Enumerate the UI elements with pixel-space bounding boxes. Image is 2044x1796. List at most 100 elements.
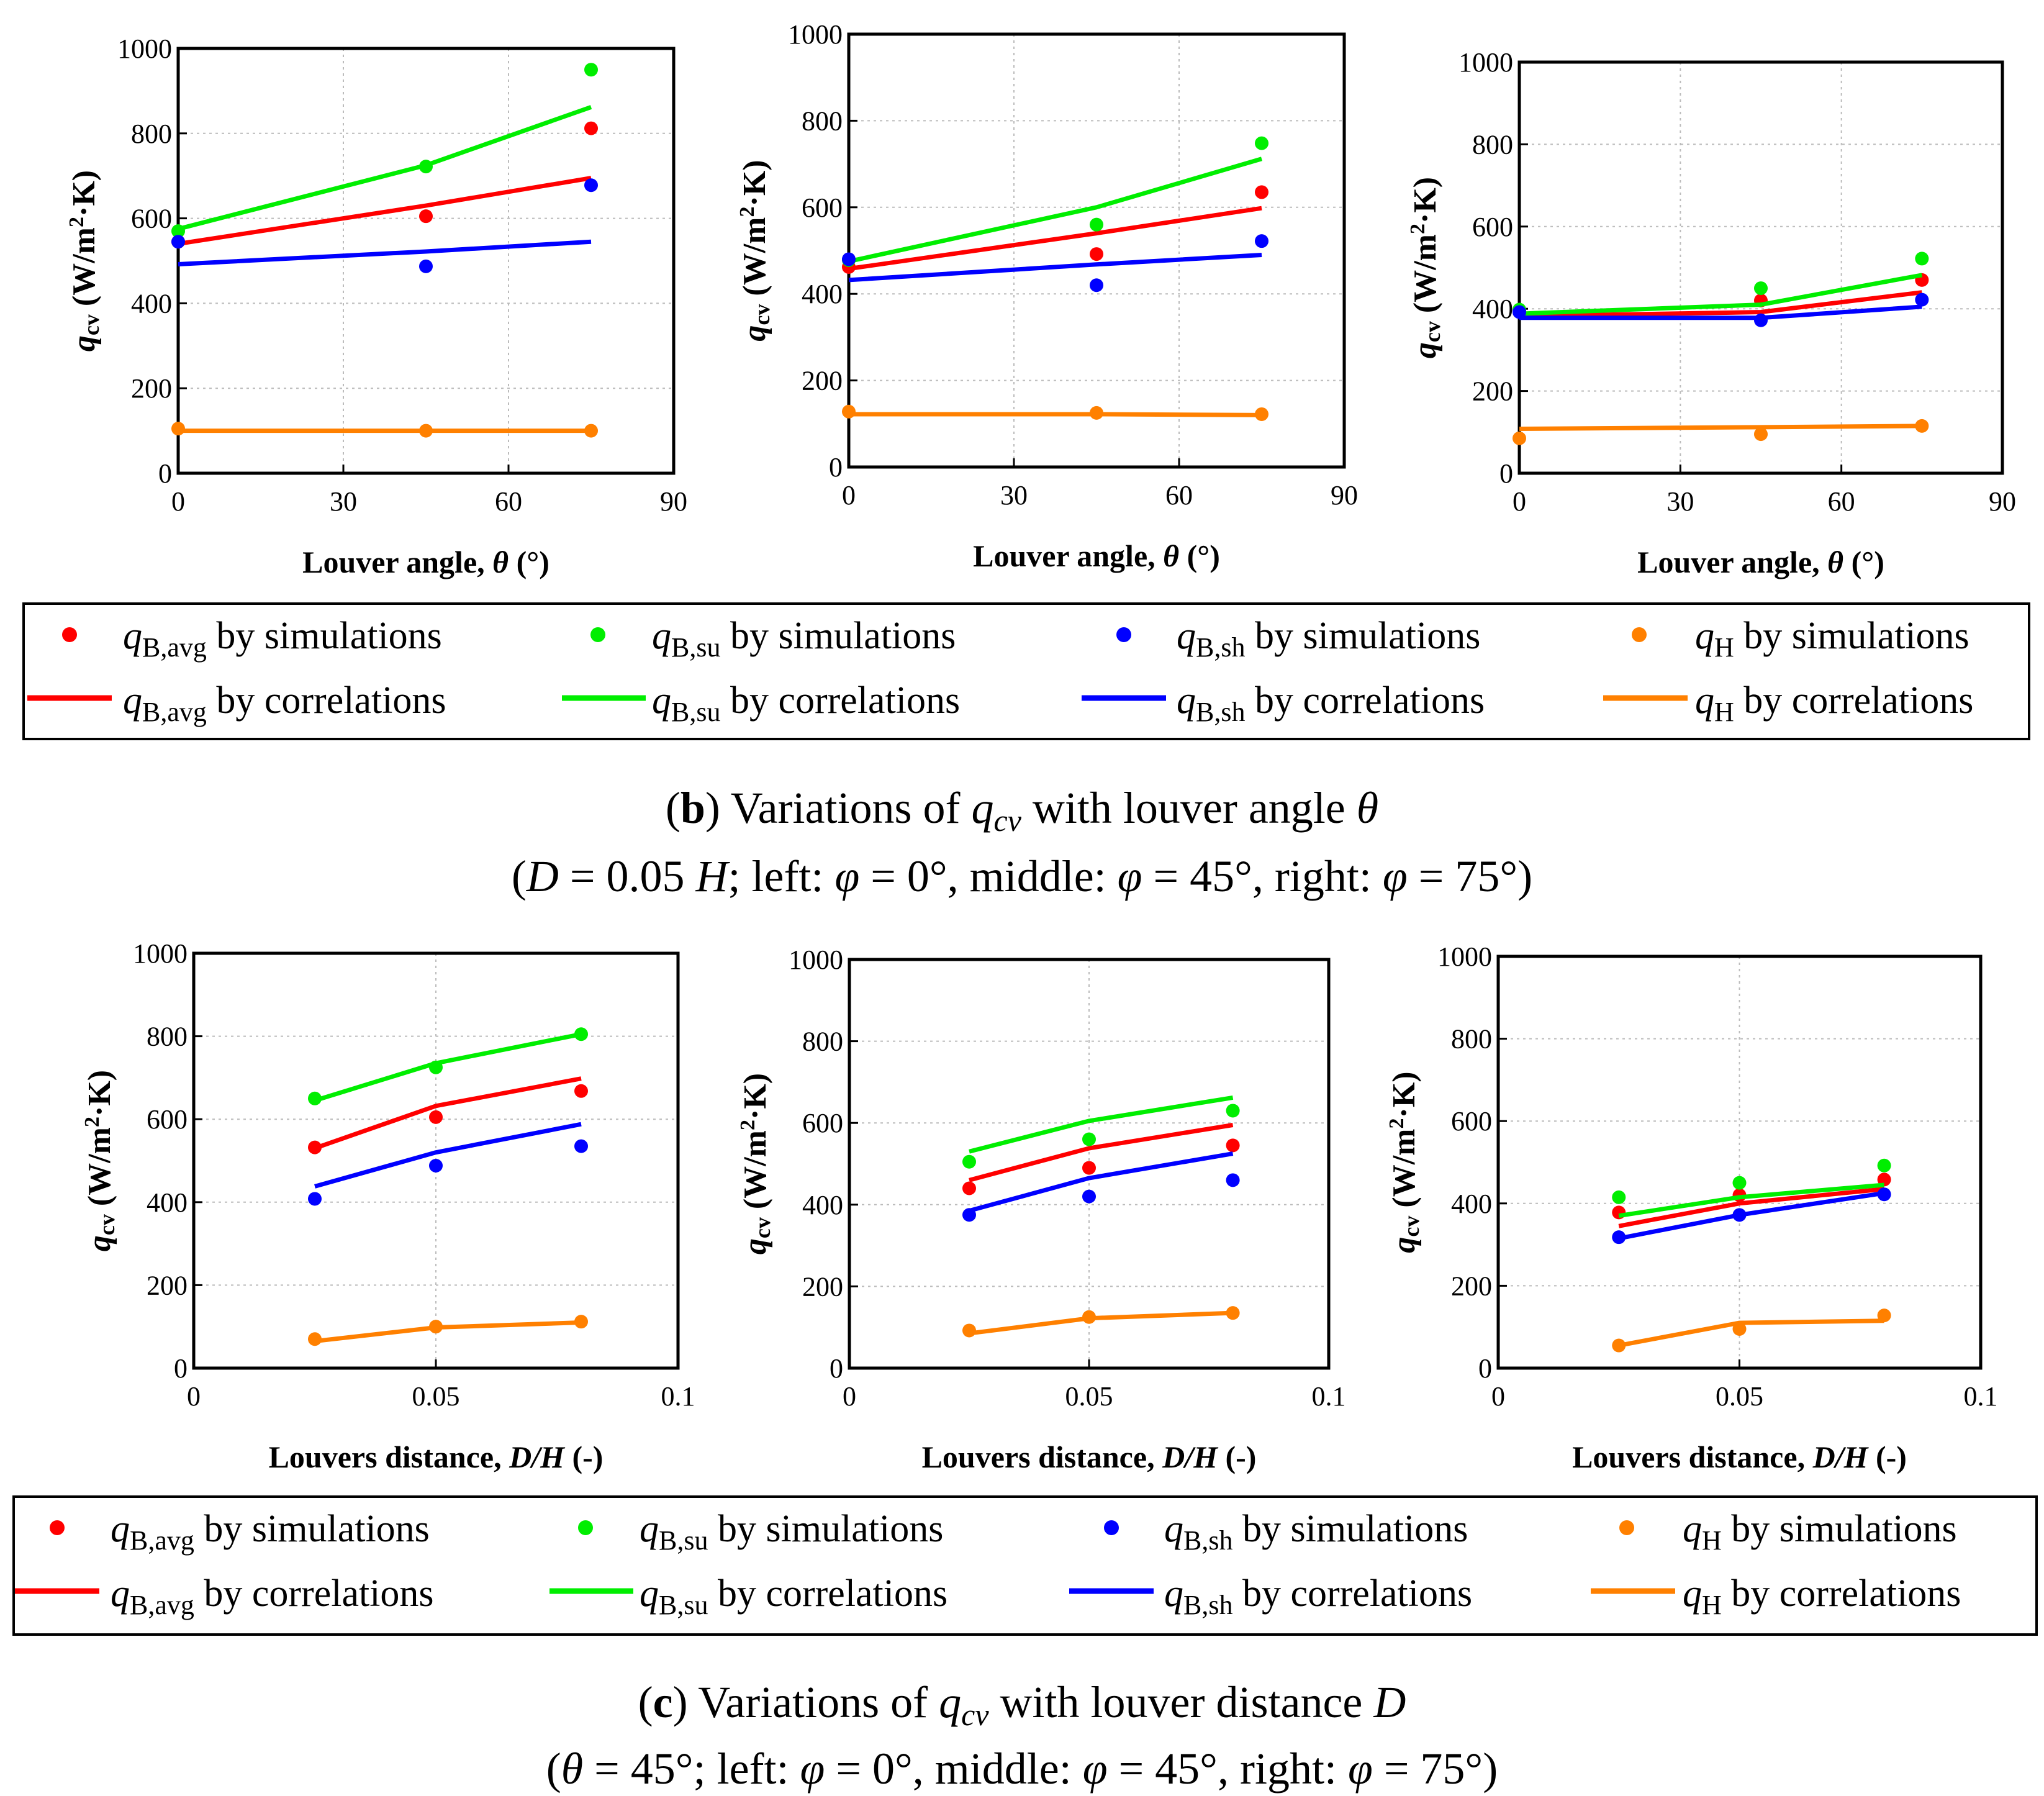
text-span: = 75°) (1408, 851, 1532, 901)
text-span: B,avg (142, 697, 207, 727)
y-tick-label: 1000 (1437, 941, 1492, 972)
simulation-point-H (171, 422, 185, 436)
y-tick-label: 0 (1478, 1353, 1492, 1384)
text-span: cv (961, 1697, 989, 1732)
legend-b: qB,avg by simulations qB,su by simulation… (22, 602, 2030, 740)
correlation-line-su (314, 1032, 582, 1103)
text-span: θ (1827, 545, 1843, 579)
text-span: θ (492, 545, 509, 579)
text-span: by correlations (1734, 679, 1974, 722)
text-span: q (1695, 679, 1714, 722)
text-span: ·K) (738, 1073, 773, 1120)
y-axis-label: qcv (W/m2·K) (65, 170, 104, 351)
y-tick-label: 1000 (117, 34, 172, 64)
text-span: B,su (671, 632, 720, 663)
legend-entry-cor-avg: qB,avg by correlations (111, 1572, 434, 1620)
text-span: Louver angle, (973, 538, 1163, 573)
text-span: (-) (564, 1440, 603, 1474)
simulation-point-su (962, 1154, 976, 1169)
simulation-point-H (429, 1320, 443, 1334)
simulation-point-sh (1226, 1173, 1240, 1187)
y-tick-label: 1000 (788, 19, 843, 50)
simulation-point-H (308, 1332, 322, 1346)
simulation-point-avg (574, 1084, 588, 1098)
simulation-point-H (1915, 419, 1929, 433)
text-span: by correlations (720, 679, 960, 722)
simulation-point-H (584, 424, 598, 438)
x-tick-label: 90 (1331, 480, 1358, 510)
text-span: φ (834, 851, 859, 901)
simulation-point-H (1754, 427, 1768, 442)
simulation-point-avg (1612, 1205, 1626, 1220)
text-span: B,su (659, 1590, 708, 1620)
text-span: (°) (1179, 538, 1220, 573)
simulation-point-sh (1732, 1208, 1747, 1222)
legend-entry-sim-H: qH by simulations (1683, 1508, 1957, 1556)
text-span: (°) (1843, 545, 1884, 579)
text-span: = 75°) (1373, 1744, 1498, 1794)
text-span: q (1177, 615, 1196, 657)
y-tick-label: 200 (147, 1270, 188, 1300)
simulation-point-su (1090, 217, 1103, 232)
text-span: Louvers distance, (269, 1440, 510, 1474)
text-span: q (111, 1508, 130, 1550)
text-span: by correlations (1722, 1572, 1961, 1615)
simulation-point-H (1877, 1308, 1891, 1323)
text-span: H (1714, 632, 1734, 663)
x-tick-label: 30 (330, 486, 357, 517)
x-tick-label: 0.05 (1065, 1381, 1113, 1412)
correlation-line-H (1519, 424, 1922, 432)
y-tick-label: 400 (1451, 1189, 1492, 1219)
y-tick-label: 1000 (789, 945, 843, 975)
y-tick-label: 800 (802, 1027, 843, 1057)
x-axis-label: Louver angle, θ (°) (302, 545, 549, 579)
text-span: by simulations (1245, 615, 1480, 657)
x-tick-label: 0 (843, 1381, 856, 1412)
simulation-point-avg (584, 121, 598, 135)
x-tick-label: 0 (842, 480, 856, 510)
plot-frame (176, 47, 676, 475)
simulation-point-H (574, 1315, 588, 1329)
correlation-line-avg (848, 206, 1262, 271)
text-span: by simulations (1232, 1508, 1468, 1550)
correlation-line-avg (314, 1076, 582, 1151)
correlation-line-avg (969, 1123, 1234, 1182)
correlation-line-H (849, 412, 1262, 417)
caption-line-1: (b) Variations of qcv with louver angle … (666, 783, 1378, 838)
y-tick-label: 600 (1451, 1106, 1492, 1136)
legend-entry-sim-sh: qB,sh by simulations (1164, 1508, 1468, 1556)
text-span: by simulations (1734, 615, 1969, 657)
y-tick-label: 0 (829, 452, 843, 483)
text-span: q (1164, 1572, 1183, 1615)
legend-entry-sim-avg: qB,avg by simulations (123, 615, 442, 663)
text-span: ·K) (1408, 177, 1443, 224)
text-span: (W/m (66, 227, 102, 314)
text-span: B,sh (1183, 1590, 1232, 1620)
simulation-point-su (419, 160, 433, 174)
text-span: ·K) (66, 170, 102, 217)
simulation-point-H (962, 1323, 976, 1338)
text-span: by correlations (194, 1572, 434, 1615)
text-span: q (1695, 615, 1714, 657)
correlation-line-sh (314, 1122, 582, 1189)
simulation-point-H (1082, 1310, 1096, 1324)
simulation-point-su (429, 1060, 443, 1074)
y-tick-label: 0 (830, 1353, 843, 1384)
text-span: B,sh (1196, 697, 1245, 727)
text-span: cv (1420, 321, 1445, 342)
text-span: by correlations (1245, 679, 1485, 722)
text-span: 2 (1406, 224, 1429, 234)
y-tick-label: 200 (802, 366, 843, 396)
y-tick-label: 200 (802, 1271, 843, 1302)
text-span: φ (1348, 1744, 1373, 1794)
correlation-line-su (848, 156, 1262, 264)
simulation-point-H (1612, 1338, 1626, 1353)
simulation-point-sh (962, 1208, 976, 1222)
text-span: with louver distance (989, 1677, 1374, 1727)
simulation-point-su (1255, 136, 1268, 150)
text-span: B,sh (1196, 632, 1245, 663)
chart-c-middle: 0 200 400 600 800 1000 0 0.05 0.1 qcv (W/m2·K) Lou… (736, 945, 1346, 1474)
y-tick-label: 400 (131, 288, 172, 319)
simulation-point-sh (1090, 278, 1103, 293)
text-span: 2 (81, 1117, 104, 1127)
